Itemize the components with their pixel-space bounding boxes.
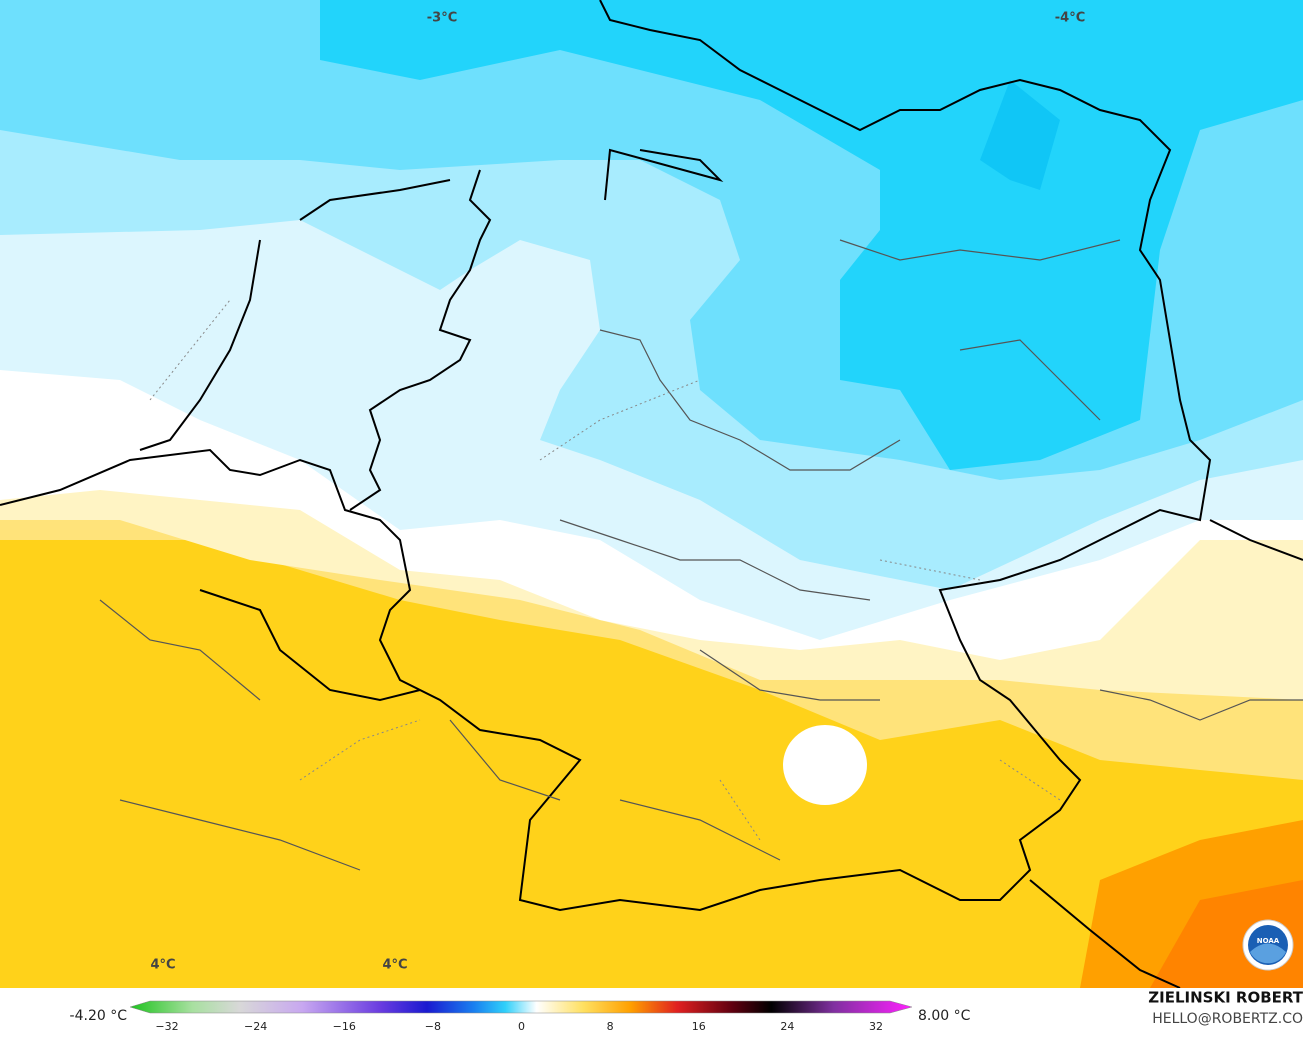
- legend-min: -4.20 °C: [70, 1008, 128, 1024]
- logo-text: NOAA: [1257, 937, 1280, 945]
- isotherm-label: -3°C: [427, 11, 457, 26]
- temperature-field: [0, 0, 1303, 988]
- colorbar-tick-label: 8: [607, 1020, 614, 1033]
- legend-max: 8.00 °C: [918, 1008, 971, 1024]
- colorbar-tick-label: −32: [155, 1020, 178, 1033]
- credit-name: ZIELINSKI ROBERT: [1148, 989, 1303, 1007]
- isotherm-label: -4°C: [1055, 11, 1085, 26]
- colorbar-tick-label: −24: [244, 1020, 267, 1033]
- credit-email: HELLO@ROBERTZ.CO: [1152, 1011, 1303, 1027]
- noaa-logo: NOAA: [1242, 919, 1294, 971]
- borders: [0, 0, 1303, 989]
- colorbar-tick-label: 0: [518, 1020, 525, 1033]
- colorbar: [129, 1000, 913, 1014]
- colorbar-tick-label: −16: [333, 1020, 356, 1033]
- colorbar-tick-label: 32: [869, 1020, 883, 1033]
- isotherm-label: 4°C: [382, 958, 407, 973]
- colorbar-tick-label: 24: [780, 1020, 794, 1033]
- colorbar-tick-label: 16: [692, 1020, 706, 1033]
- isotherm-label: 4°C: [150, 958, 175, 973]
- colorbar-ticks: −32 −24 −16 −8 0 8 16 24 32: [155, 1020, 883, 1033]
- colorbar-tick-label: −8: [425, 1020, 441, 1033]
